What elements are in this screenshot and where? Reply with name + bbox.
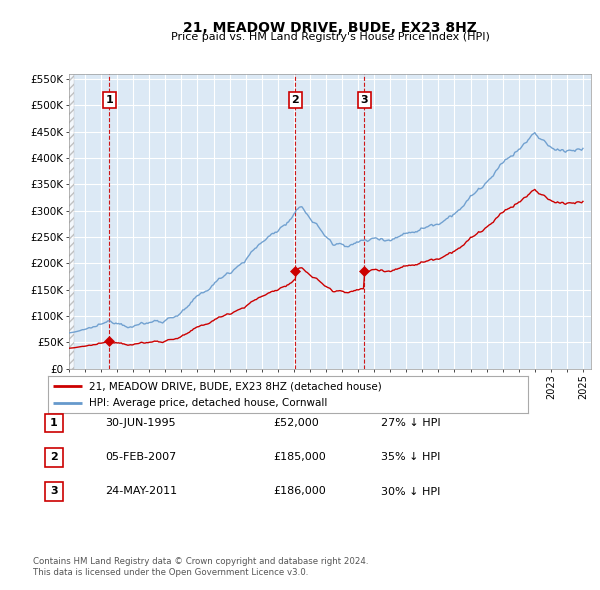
Text: 1: 1 xyxy=(105,95,113,105)
Text: 35% ↓ HPI: 35% ↓ HPI xyxy=(381,453,440,462)
Text: 3: 3 xyxy=(361,95,368,105)
Text: HPI: Average price, detached house, Cornwall: HPI: Average price, detached house, Corn… xyxy=(89,398,327,408)
Text: 24-MAY-2011: 24-MAY-2011 xyxy=(105,487,177,496)
Text: £186,000: £186,000 xyxy=(273,487,326,496)
Text: £185,000: £185,000 xyxy=(273,453,326,462)
Text: 30% ↓ HPI: 30% ↓ HPI xyxy=(381,487,440,496)
Text: £52,000: £52,000 xyxy=(273,418,319,428)
Text: 2: 2 xyxy=(50,453,58,462)
Text: Contains HM Land Registry data © Crown copyright and database right 2024.: Contains HM Land Registry data © Crown c… xyxy=(33,558,368,566)
Text: 27% ↓ HPI: 27% ↓ HPI xyxy=(381,418,440,428)
Text: 21, MEADOW DRIVE, BUDE, EX23 8HZ: 21, MEADOW DRIVE, BUDE, EX23 8HZ xyxy=(183,21,477,35)
Text: 3: 3 xyxy=(50,487,58,496)
Text: 2: 2 xyxy=(292,95,299,105)
Text: 21, MEADOW DRIVE, BUDE, EX23 8HZ (detached house): 21, MEADOW DRIVE, BUDE, EX23 8HZ (detach… xyxy=(89,381,382,391)
Text: This data is licensed under the Open Government Licence v3.0.: This data is licensed under the Open Gov… xyxy=(33,568,308,577)
Text: 05-FEB-2007: 05-FEB-2007 xyxy=(105,453,176,462)
Text: Price paid vs. HM Land Registry's House Price Index (HPI): Price paid vs. HM Land Registry's House … xyxy=(170,32,490,42)
Text: 1: 1 xyxy=(50,418,58,428)
Text: 30-JUN-1995: 30-JUN-1995 xyxy=(105,418,176,428)
